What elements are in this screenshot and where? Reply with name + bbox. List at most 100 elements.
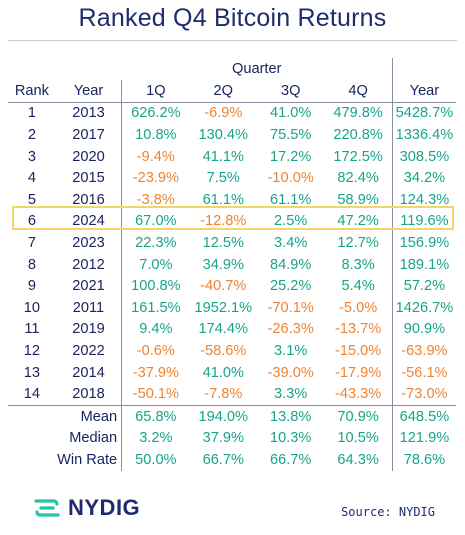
group-header-row: Quarter [8,58,456,80]
full-year-return-cell: 308.5% [391,145,456,168]
q1-return-cell: -0.6% [121,340,190,362]
column-header-row: Rank Year 1Q 2Q 3Q 4Q Year [8,80,456,103]
q1-return-cell: 7.0% [121,253,190,276]
q1-return-cell: 626.2% [121,102,190,125]
year-cell: 2014 [72,364,105,381]
rank-cell: 5 [27,191,36,208]
rank-cell: 1 [27,105,36,122]
q3-return-cell: 3.3% [274,386,308,403]
full-year-return-cell: 119.6% [391,210,456,233]
table-row: 14 2018 -50.1% -7.8% 3.3% -43.3% -73.0% [8,383,456,406]
q2-return-cell: 7.5% [206,170,240,187]
q2-return-cell: -12.8% [200,213,247,230]
q4-return-cell: -5.0% [339,299,378,316]
q2-return-cell: -7.8% [204,386,243,403]
stat-q4-cell: 70.9% [324,404,393,428]
table-row: 13 2014 -37.9% 41.0% -39.0% -17.9% -56.1% [8,361,456,384]
q3-return-cell: -70.1% [267,299,314,316]
col-header-full-year: Year [391,80,456,103]
stat-full-year-cell: 78.6% [391,449,456,471]
nydig-logo-icon [34,499,60,517]
stat-q2-cell: 37.9% [202,430,244,447]
rank-cell: 3 [27,148,36,165]
q4-return-cell: -43.3% [334,386,382,403]
table-row: 5 2016 -3.8% 61.1% 61.1% 58.9% 124.3% [8,188,456,211]
rank-cell: 10 [23,299,41,316]
source-note: Source: NYDIG [341,505,435,519]
table-row: 12 2022 -0.6% -58.6% 3.1% -15.0% -63.9% [8,340,456,362]
stat-q3-cell: 66.7% [269,451,312,468]
table-row: 11 2019 9.4% 174.4% -26.3% -13.7% 90.9% [8,318,456,341]
table-row: 8 2012 7.0% 34.9% 84.9% 8.3% 189.1% [8,253,456,276]
stat-full-year-cell: 648.5% [391,404,456,428]
q3-return-cell: 3.4% [274,234,308,251]
q2-return-cell: 130.4% [198,126,249,143]
q3-return-cell: 17.2% [269,148,312,165]
q1-return-cell: 22.3% [121,232,190,254]
stat-q3-cell: 13.8% [256,404,325,428]
full-year-return-cell: -63.9% [391,340,456,362]
table-row: 2 2017 10.8% 130.4% 75.5% 220.8% 1336.4% [8,124,456,146]
q4-return-cell: 58.9% [337,191,379,208]
q2-return-cell: 34.9% [202,256,244,273]
q1-return-cell: -37.9% [121,361,190,384]
stat-q1-cell: 65.8% [121,404,190,428]
q2-return-cell: 1952.1% [194,299,253,316]
rank-cell: 4 [27,170,36,187]
q3-return-cell: -10.0% [267,170,314,187]
rank-cell: 2 [27,126,36,143]
rank-cell: 9 [27,278,36,295]
year-cell: 2013 [72,105,105,122]
q4-return-cell: 12.7% [337,234,379,251]
q1-return-cell: 67.0% [121,210,190,233]
q4-return-cell: -13.7% [334,321,382,338]
logo-text: NYDIG [68,495,141,520]
col-header-3q: 3Q [256,80,325,103]
stats-row: Mean 65.8% 194.0% 13.8% 70.9% 648.5% [8,404,456,428]
q4-return-cell: 220.8% [333,126,383,143]
q3-return-cell: 84.9% [269,256,312,273]
q3-return-cell: 61.1% [269,191,312,208]
q3-return-cell: 2.5% [274,213,308,230]
table-row: 6 2024 67.0% -12.8% 2.5% 47.2% 119.6% [8,210,456,233]
col-header-4q: 4Q [324,80,393,103]
q4-return-cell: 172.5% [333,148,383,165]
year-cell: 2015 [72,170,105,187]
table-row: 10 2011 161.5% 1952.1% -70.1% -5.0% 1426.7% [8,296,456,319]
q2-return-cell: 61.1% [202,191,244,208]
table-row: 1 2013 626.2% -6.9% 41.0% 479.8% 5428.7% [8,102,456,125]
table-row: 4 2015 -23.9% 7.5% -10.0% 82.4% 34.2% [8,167,456,189]
stat-label: Win Rate [57,451,118,468]
rank-cell: 6 [27,213,36,230]
full-year-return-cell: 1426.7% [391,296,456,319]
q4-return-cell: 47.2% [337,213,379,230]
q4-return-cell: 479.8% [333,105,383,122]
q4-return-cell: -17.9% [334,364,382,381]
stat-q4-cell: 64.3% [337,451,379,468]
full-year-return-cell: 90.9% [391,318,456,341]
table-row: 3 2020 -9.4% 41.1% 17.2% 172.5% 308.5% [8,145,456,168]
q1-return-cell: 9.4% [121,318,190,341]
col-header-year: Year [55,80,122,103]
q4-return-cell: -15.0% [334,342,382,359]
page-title: Ranked Q4 Bitcoin Returns [78,4,387,32]
stat-label: Median [69,430,118,447]
q2-return-cell: -40.7% [200,278,247,295]
q2-return-cell: -6.9% [204,105,243,122]
q1-return-cell: -3.8% [121,188,190,211]
full-year-return-cell: 156.9% [391,232,456,254]
full-year-return-cell: -73.0% [391,383,456,406]
q3-return-cell: 25.2% [269,278,312,295]
stat-full-year-cell: 121.9% [391,427,456,450]
q3-return-cell: -26.3% [267,321,314,338]
nydig-logo: NYDIG [32,494,140,522]
col-header-1q: 1Q [121,80,190,103]
title-divider [8,40,457,41]
full-year-return-cell: 5428.7% [391,102,456,125]
q3-return-cell: 3.1% [274,342,308,359]
year-cell: 2016 [72,191,105,208]
year-cell: 2011 [72,299,105,316]
rank-cell: 7 [27,234,36,251]
q3-return-cell: 75.5% [269,126,312,143]
stat-q2-cell: 194.0% [189,404,257,428]
